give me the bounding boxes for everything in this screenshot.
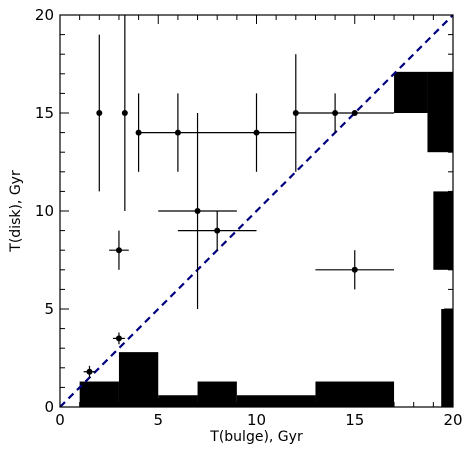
x-axis-label: T(bulge), Gyr bbox=[209, 429, 303, 445]
x-tick-label: 20 bbox=[443, 411, 462, 429]
y-tick-label: 0 bbox=[44, 398, 54, 416]
data-point bbox=[113, 332, 125, 345]
filled-region bbox=[118, 352, 159, 407]
y-tick-label: 10 bbox=[35, 202, 54, 220]
point-marker bbox=[253, 129, 260, 136]
point-marker bbox=[194, 208, 201, 214]
point-marker bbox=[121, 110, 128, 116]
point-marker bbox=[115, 247, 122, 254]
point-marker bbox=[351, 110, 358, 116]
data-point bbox=[295, 110, 395, 116]
point-marker bbox=[351, 266, 358, 273]
point-marker bbox=[96, 110, 103, 116]
point-marker bbox=[214, 227, 221, 234]
x-tick-label: 5 bbox=[153, 411, 163, 429]
axis-ticks bbox=[59, 14, 454, 408]
point-marker bbox=[115, 335, 122, 342]
data-point bbox=[158, 113, 237, 309]
x-tick-label: 10 bbox=[247, 411, 266, 429]
filled-region bbox=[158, 395, 198, 407]
data-point bbox=[83, 365, 96, 378]
x-tick-labels: 0 5 10 15 20 bbox=[55, 411, 462, 429]
filled-region bbox=[427, 71, 453, 153]
filled-region bbox=[394, 71, 428, 113]
y-tick-label: 5 bbox=[44, 300, 54, 318]
one-to-one-line bbox=[59, 14, 454, 408]
data-point bbox=[138, 93, 296, 172]
data-point bbox=[96, 34, 103, 192]
y-tick-label: 20 bbox=[35, 6, 54, 24]
filled-region bbox=[441, 309, 453, 407]
y-tick-labels: 0 5 10 15 20 bbox=[35, 6, 54, 416]
data-point bbox=[121, 15, 128, 211]
data-point bbox=[177, 211, 257, 251]
x-tick-label: 0 bbox=[55, 411, 65, 429]
data-points bbox=[83, 15, 395, 378]
y-axis-label: T(disk), Gyr bbox=[8, 170, 24, 253]
y-tick-label: 15 bbox=[35, 104, 54, 122]
data-point bbox=[109, 230, 129, 270]
point-marker bbox=[86, 368, 93, 375]
x-tick-label: 15 bbox=[345, 411, 364, 429]
filled-region bbox=[236, 395, 316, 407]
diagonal-layer bbox=[59, 14, 454, 408]
filled-regions bbox=[79, 71, 453, 407]
data-point bbox=[315, 250, 395, 290]
